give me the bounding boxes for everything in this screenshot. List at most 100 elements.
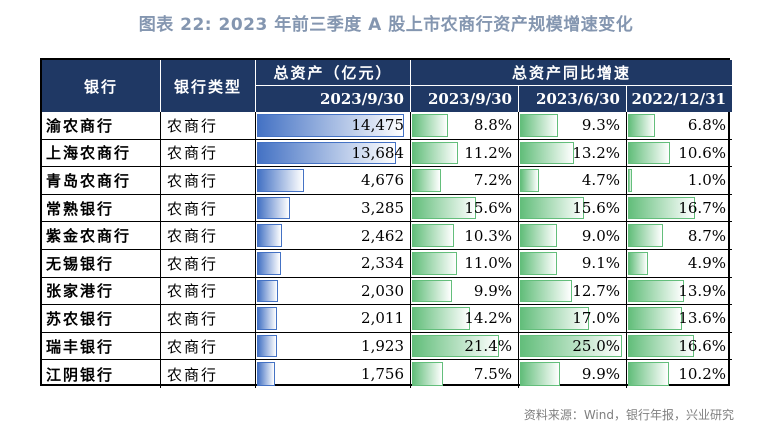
growth-value: 9.0% — [581, 226, 620, 245]
growth-value: 7.5% — [473, 365, 512, 384]
total-assets-bar — [257, 362, 275, 386]
growth-value: 11.2% — [464, 143, 512, 162]
total-assets-value: 2,462 — [361, 226, 404, 245]
bank-name: 常熟银行 — [42, 195, 160, 223]
total-assets-bar — [257, 224, 282, 247]
growth-bar — [628, 224, 663, 247]
growth-value: 1.0% — [687, 171, 726, 190]
growth-bar — [520, 251, 558, 275]
growth-bar — [628, 114, 656, 137]
growth-cell: 4.7% — [518, 167, 626, 195]
growth-cell: 10.6% — [626, 139, 732, 168]
bank-name: 江阴银行 — [46, 365, 115, 384]
growth-bar — [628, 362, 669, 386]
growth-bar — [412, 279, 453, 303]
growth-cell: 7.2% — [410, 167, 518, 195]
growth-value: 11.0% — [464, 254, 512, 273]
growth-value: 8.8% — [473, 116, 512, 135]
growth-cell: 14.2% — [410, 305, 518, 333]
growth-value: 4.9% — [687, 254, 726, 273]
growth-value: 21.4% — [464, 337, 512, 356]
total-assets-cell: 4,676 — [255, 167, 410, 195]
growth-cell: 9.9% — [410, 277, 518, 306]
growth-cell: 9.1% — [518, 249, 626, 278]
growth-bar — [628, 279, 684, 303]
growth-cell: 6.8% — [626, 112, 732, 140]
bank-name: 紫金农商行 — [42, 222, 160, 250]
bank-name: 张家港行 — [42, 278, 160, 306]
total-assets-bar — [257, 307, 278, 330]
bank-type: 农商行 — [160, 305, 255, 333]
growth-value: 15.6% — [572, 199, 620, 218]
total-assets-value: 1,923 — [361, 337, 404, 356]
total-assets-cell: 1,756 — [255, 360, 410, 388]
growth-value: 13.2% — [572, 143, 620, 162]
bank-name: 青岛农商行 — [42, 167, 160, 195]
growth-cell: 16.7% — [626, 194, 732, 223]
header-growth-date-1: 2023/9/30 — [410, 86, 518, 112]
growth-bar — [520, 224, 557, 247]
total-assets-cell: 14,475 — [255, 112, 410, 140]
growth-cell: 11.0% — [410, 249, 518, 278]
total-assets-cell: 2,011 — [255, 305, 410, 333]
growth-bar — [628, 141, 671, 165]
growth-bar — [520, 334, 622, 358]
total-assets-bar — [257, 279, 278, 303]
bank-type: 农商行 — [160, 277, 255, 306]
growth-bar — [412, 114, 448, 137]
growth-bar — [412, 251, 457, 275]
growth-bar — [520, 141, 574, 165]
bank-type: 农商行 — [160, 332, 255, 361]
growth-cell: 10.2% — [626, 360, 732, 388]
total-assets-value: 2,030 — [361, 281, 404, 300]
growth-cell: 9.9% — [518, 360, 626, 388]
bank-name: 无锡银行 — [42, 250, 160, 278]
growth-cell: 1.0% — [626, 167, 732, 195]
growth-value: 15.6% — [464, 199, 512, 218]
growth-cell: 12.7% — [518, 277, 626, 306]
header-bank: 银行 — [42, 60, 160, 112]
total-assets-value: 4,676 — [361, 171, 404, 190]
bank-name: 上海农商行 — [42, 140, 160, 168]
growth-bar — [520, 169, 540, 192]
growth-value: 9.3% — [581, 116, 620, 135]
growth-cell: 4.9% — [626, 249, 732, 278]
growth-bar — [412, 224, 455, 247]
total-assets-cell: 3,285 — [255, 194, 410, 223]
growth-value: 9.1% — [581, 254, 620, 273]
bank-name: 渝农商行 — [42, 112, 160, 140]
total-assets-bar — [257, 141, 396, 165]
total-assets-cell: 2,462 — [255, 222, 410, 250]
growth-bar — [412, 196, 476, 220]
bank-type: 农商行 — [160, 360, 255, 388]
growth-bar — [520, 114, 558, 137]
growth-cell: 15.6% — [410, 194, 518, 223]
growth-cell: 11.2% — [410, 139, 518, 168]
header-growth-date-3: 2022/12/31 — [626, 86, 732, 112]
growth-bar — [412, 169, 442, 192]
growth-cell: 9.3% — [518, 112, 626, 140]
growth-cell: 21.4% — [410, 332, 518, 361]
header-assets-date: 2023/9/30 — [255, 86, 410, 112]
growth-cell: 13.2% — [518, 139, 626, 168]
growth-cell: 16.6% — [626, 332, 732, 361]
growth-bar — [628, 251, 648, 275]
total-assets-cell: 2,030 — [255, 277, 410, 306]
growth-value: 13.6% — [678, 309, 726, 328]
growth-cell: 15.6% — [518, 194, 626, 223]
total-assets-bar — [257, 334, 277, 358]
bank-type: 农商行 — [160, 249, 255, 278]
growth-cell: 17.0% — [518, 305, 626, 333]
growth-value: 4.7% — [581, 171, 620, 190]
growth-cell: 9.0% — [518, 222, 626, 250]
growth-bar — [520, 196, 584, 220]
growth-value: 14.2% — [464, 309, 512, 328]
growth-bar — [628, 307, 683, 330]
growth-cell: 13.6% — [626, 305, 732, 333]
source-note: 资料来源：Wind，银行年报，兴业研究 — [523, 408, 734, 422]
growth-value: 12.7% — [572, 281, 620, 300]
total-assets-value: 1,756 — [361, 365, 404, 384]
total-assets-bar — [257, 196, 291, 220]
growth-value: 7.2% — [473, 171, 512, 190]
growth-value: 25.0% — [572, 337, 620, 356]
